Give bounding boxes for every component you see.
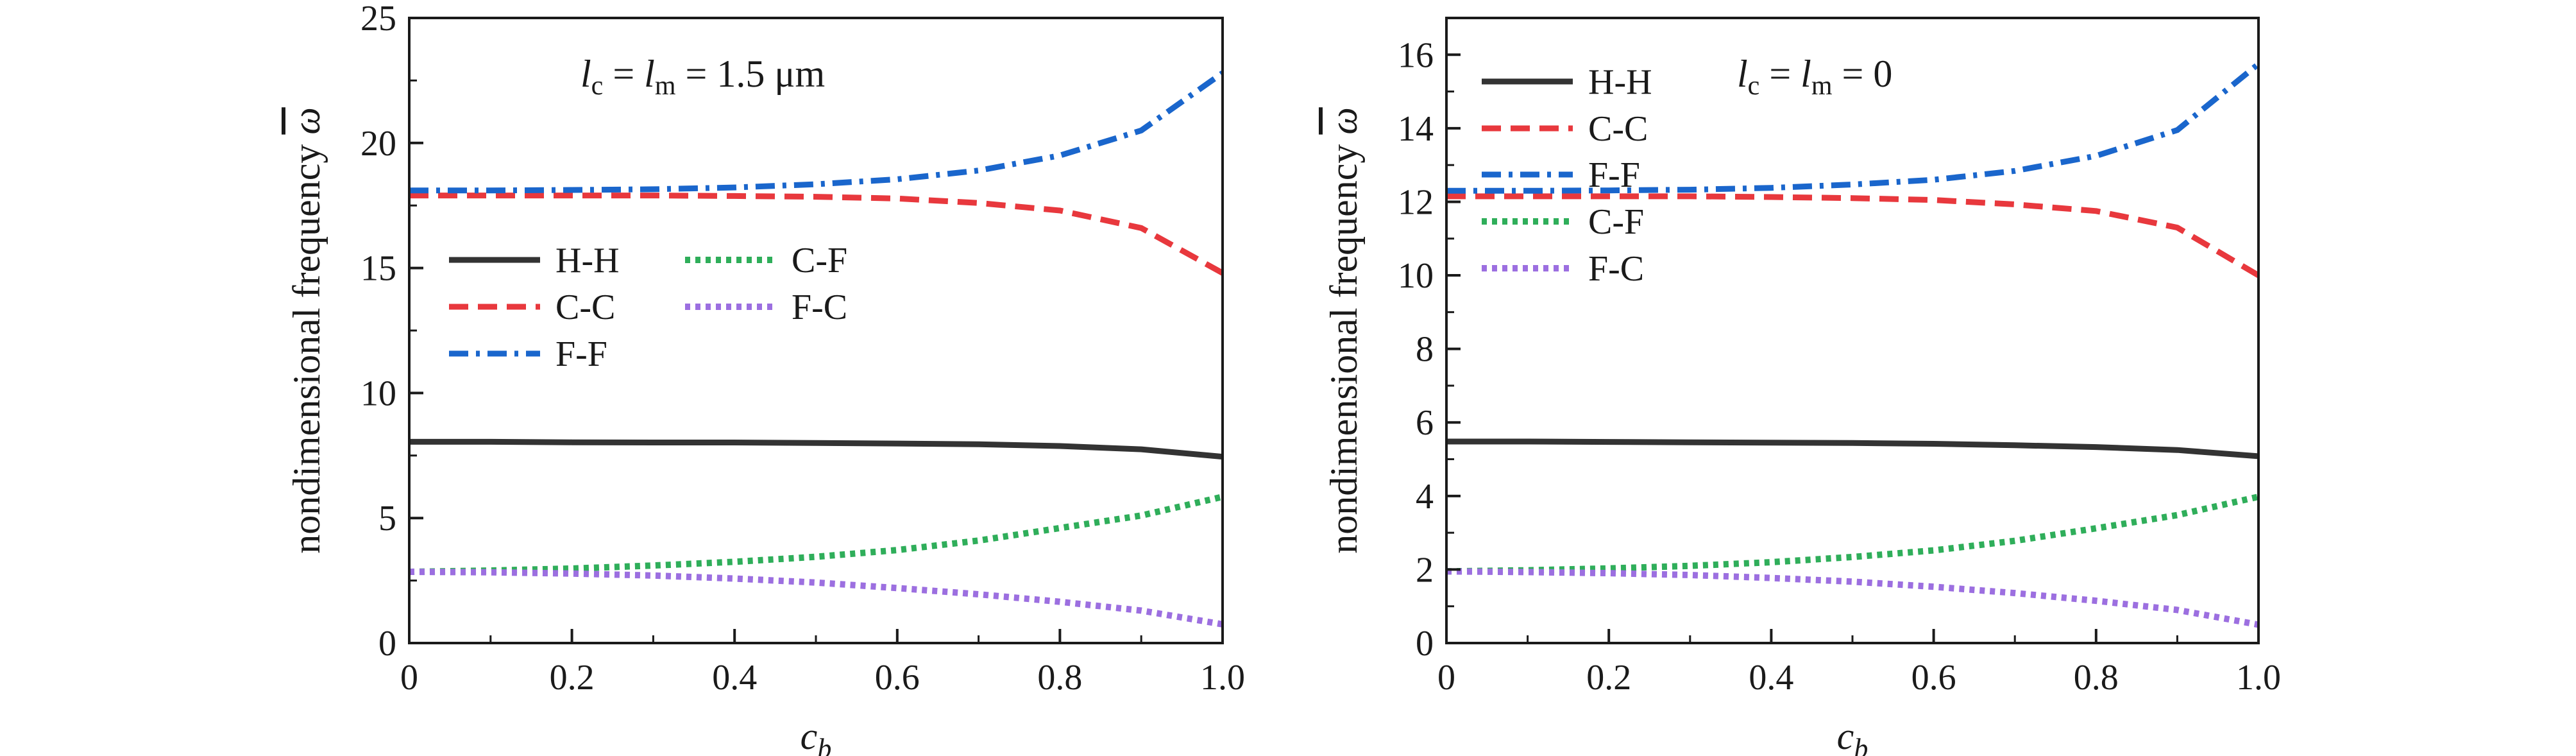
y-tick-label: 2 <box>1416 550 1434 590</box>
parameter-annotation: lc = lm = 0 <box>1737 53 1892 101</box>
y-tick-label: 5 <box>378 499 396 538</box>
x-tick-label: 0 <box>1437 658 1455 698</box>
chart-panel-1: 0 0.2 0.4 0.6 0.8 1.0 0 5 10 15 20 25 cb nondimension… <box>285 0 1245 756</box>
y-tick-label: 6 <box>1416 403 1434 443</box>
y-tick-label: 0 <box>378 624 396 664</box>
x-tick-label: 0.6 <box>1911 658 1956 698</box>
chart-panel-2: 0 0.2 0.4 0.6 0.8 1.0 0 2 4 6 8 10 12 14 16 cb nondimens… <box>1323 17 2281 756</box>
legend-label-h-h: H-H <box>1588 62 1652 102</box>
legend-label-f-c: F-C <box>792 288 847 327</box>
x-tick-label: 0.2 <box>550 658 595 698</box>
x-tick-label: 0.2 <box>1586 658 1631 698</box>
x-tick-label: 0.8 <box>1037 658 1082 698</box>
x-tick-label: 0 <box>400 658 418 698</box>
y-axis-title: nondimensional frequency ω <box>1323 107 1365 554</box>
series-group <box>1446 62 2258 628</box>
legend: H-H C-C F-F C-F F-C <box>449 241 847 374</box>
series-line-c-f <box>1446 494 2258 575</box>
x-tick-label: 0.8 <box>2074 658 2119 698</box>
x-tick-label: 1.0 <box>1200 658 1245 698</box>
x-tick-label: 0.6 <box>875 658 920 698</box>
series-line-c-c <box>409 193 1223 276</box>
y-tick-label: 20 <box>360 124 396 164</box>
series-line-c-c <box>1446 193 2258 278</box>
legend: H-H C-C F-F C-F F-C <box>1482 62 1652 289</box>
legend-label-h-h: H-H <box>555 241 620 280</box>
plot-frame <box>1445 17 2260 644</box>
y-tick-label: 8 <box>1416 330 1434 370</box>
legend-label-c-f: C-F <box>1588 202 1644 242</box>
x-tick-label: 1.0 <box>2236 658 2281 698</box>
series-line-c-f <box>409 494 1223 575</box>
y-tick-label: 12 <box>1398 182 1434 222</box>
y-axis-title: nondimensional frequency ω <box>285 107 328 554</box>
legend-label-c-f: C-F <box>792 241 847 280</box>
legend-label-f-f: F-F <box>1588 155 1640 195</box>
y-tick-label: 0 <box>1416 624 1434 664</box>
y-tick-label: 14 <box>1398 109 1434 149</box>
series-line-h-h <box>409 438 1223 460</box>
legend-label-c-c: C-C <box>1588 109 1648 149</box>
y-tick-label: 10 <box>360 374 396 413</box>
plot-frame <box>408 17 1224 644</box>
x-axis-title: cb <box>801 715 832 756</box>
y-tick-label: 15 <box>360 249 396 289</box>
x-tick-label: 0.4 <box>1749 658 1793 698</box>
parameter-annotation: lc = lm = 1.5 μm <box>580 53 825 101</box>
y-tick-label: 25 <box>360 0 396 39</box>
legend-label-f-f: F-F <box>555 334 607 374</box>
x-axis-title: cb <box>1837 715 1868 756</box>
x-tick-label: 0.4 <box>712 658 757 698</box>
series-line-f-c <box>1446 568 2258 628</box>
legend-label-c-c: C-C <box>555 288 615 327</box>
y-tick-label: 10 <box>1398 256 1434 296</box>
legend-label-f-c: F-C <box>1588 249 1644 289</box>
series-line-f-c <box>409 569 1223 628</box>
series-group <box>409 71 1223 628</box>
y-tick-label: 4 <box>1416 477 1434 517</box>
y-tick-label: 16 <box>1398 35 1434 75</box>
series-line-h-h <box>1446 438 2258 460</box>
